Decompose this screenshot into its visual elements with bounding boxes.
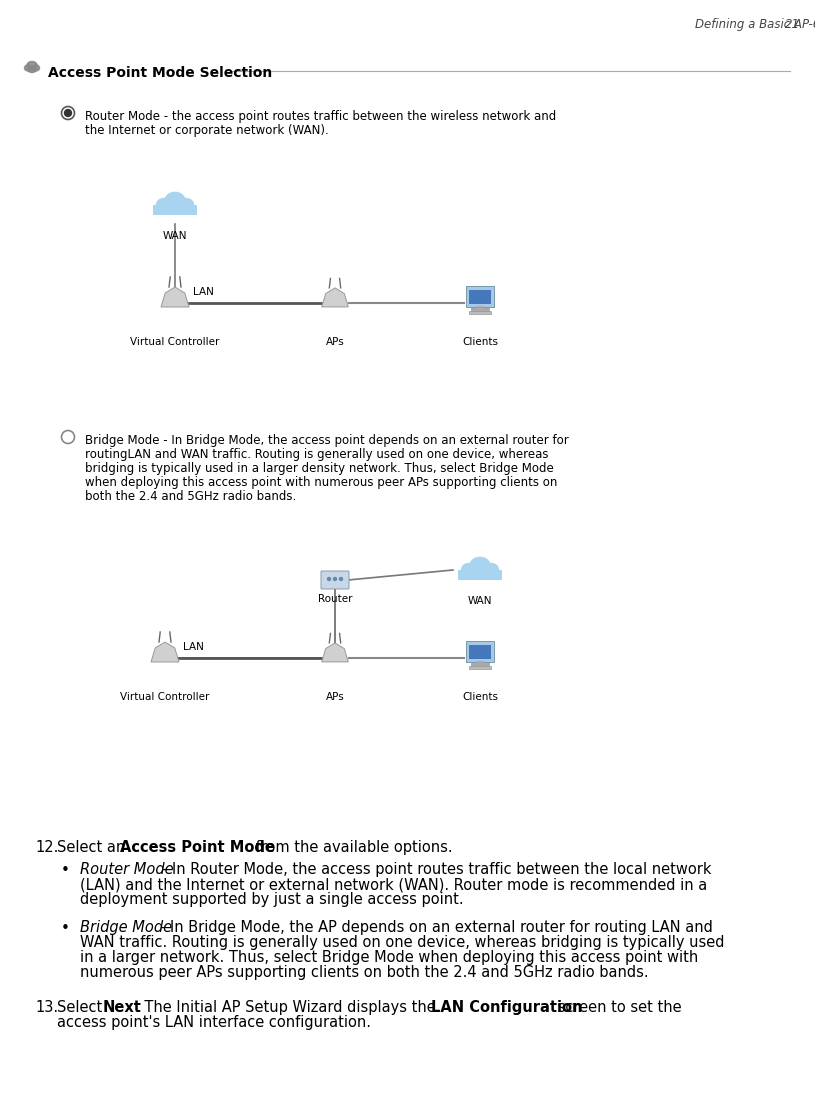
Text: Virtual Controller: Virtual Controller <box>130 337 220 347</box>
Text: Access Point Mode Selection: Access Point Mode Selection <box>48 66 272 80</box>
Text: •: • <box>60 921 69 935</box>
Bar <box>465 641 494 662</box>
Text: 21: 21 <box>785 18 800 31</box>
Bar <box>469 311 491 313</box>
Text: Router Mode: Router Mode <box>80 862 174 877</box>
Text: . The Initial AP Setup Wizard displays the: . The Initial AP Setup Wizard displays t… <box>135 1000 440 1015</box>
Text: from the available options.: from the available options. <box>251 840 452 855</box>
Ellipse shape <box>24 66 32 71</box>
Text: APs: APs <box>326 692 345 702</box>
Polygon shape <box>151 642 179 662</box>
Text: Bridge Mode: Bridge Mode <box>80 920 172 935</box>
Text: LAN: LAN <box>183 642 204 652</box>
Bar <box>458 570 502 580</box>
Text: Defining a Basic AP-6511 Configuration: Defining a Basic AP-6511 Configuration <box>695 18 815 31</box>
Text: WAN traffic. Routing is generally used on one device, whereas bridging is typica: WAN traffic. Routing is generally used o… <box>80 935 725 950</box>
Ellipse shape <box>164 192 186 210</box>
Circle shape <box>64 110 72 117</box>
Ellipse shape <box>164 202 175 214</box>
Text: the Internet or corporate network (WAN).: the Internet or corporate network (WAN). <box>85 124 328 137</box>
Text: 13.: 13. <box>35 1000 58 1015</box>
Bar <box>477 661 482 664</box>
Ellipse shape <box>483 563 500 577</box>
Ellipse shape <box>27 61 37 69</box>
Text: WAN: WAN <box>468 595 492 605</box>
Text: Next: Next <box>103 1000 142 1015</box>
FancyBboxPatch shape <box>321 571 349 589</box>
Ellipse shape <box>174 202 186 214</box>
Text: numerous peer APs supporting clients on both the 2.4 and 5GHz radio bands.: numerous peer APs supporting clients on … <box>80 965 649 980</box>
Ellipse shape <box>460 563 476 577</box>
Text: - In Bridge Mode, the AP depends on an external router for routing LAN and: - In Bridge Mode, the AP depends on an e… <box>160 920 713 935</box>
Polygon shape <box>322 643 348 662</box>
Polygon shape <box>322 288 348 307</box>
Ellipse shape <box>469 568 481 579</box>
Text: Router Mode - the access point routes traffic between the wireless network and: Router Mode - the access point routes tr… <box>85 110 557 123</box>
Ellipse shape <box>178 198 194 212</box>
Ellipse shape <box>156 198 171 212</box>
Text: WAN: WAN <box>163 231 187 241</box>
Text: Virtual Controller: Virtual Controller <box>121 692 209 702</box>
Text: (LAN) and the Internet or external network (WAN). Router mode is recommended in : (LAN) and the Internet or external netwo… <box>80 877 707 892</box>
Ellipse shape <box>469 557 491 575</box>
Text: Select: Select <box>57 1000 107 1015</box>
Bar <box>470 663 490 667</box>
Bar <box>469 665 491 669</box>
Bar <box>470 308 490 312</box>
Circle shape <box>340 578 342 581</box>
Ellipse shape <box>28 68 36 72</box>
Text: LAN Configuration: LAN Configuration <box>431 1000 583 1015</box>
Text: Clients: Clients <box>462 692 498 702</box>
Text: deployment supported by just a single access point.: deployment supported by just a single ac… <box>80 892 464 907</box>
Text: LAN: LAN <box>193 287 214 297</box>
Text: 12.: 12. <box>35 840 59 855</box>
Text: screen to set the: screen to set the <box>553 1000 681 1015</box>
Text: routingLAN and WAN traffic. Routing is generally used on one device, whereas: routingLAN and WAN traffic. Routing is g… <box>85 448 548 461</box>
Text: Access Point Mode: Access Point Mode <box>120 840 275 855</box>
Bar <box>469 645 491 659</box>
Text: Router: Router <box>318 594 352 604</box>
Text: Clients: Clients <box>462 337 498 347</box>
Text: - In Router Mode, the access point routes traffic between the local network: - In Router Mode, the access point route… <box>162 862 711 877</box>
Ellipse shape <box>479 568 491 579</box>
Bar <box>469 290 491 304</box>
Circle shape <box>333 578 337 581</box>
Text: access point's LAN interface configuration.: access point's LAN interface configurati… <box>57 1015 371 1030</box>
Bar <box>465 287 494 307</box>
Text: when deploying this access point with numerous peer APs supporting clients on: when deploying this access point with nu… <box>85 476 557 489</box>
Polygon shape <box>161 287 189 307</box>
Text: •: • <box>60 863 69 878</box>
Text: in a larger network. Thus, select Bridge Mode when deploying this access point w: in a larger network. Thus, select Bridge… <box>80 950 698 965</box>
Text: Bridge Mode - In Bridge Mode, the access point depends on an external router for: Bridge Mode - In Bridge Mode, the access… <box>85 434 569 447</box>
Text: both the 2.4 and 5GHz radio bands.: both the 2.4 and 5GHz radio bands. <box>85 490 296 503</box>
Bar <box>477 307 482 310</box>
Circle shape <box>328 578 331 581</box>
Bar <box>153 206 197 216</box>
Text: bridging is typically used in a larger density network. Thus, select Bridge Mode: bridging is typically used in a larger d… <box>85 462 553 476</box>
Text: APs: APs <box>326 337 345 347</box>
Text: Select an: Select an <box>57 840 130 855</box>
Ellipse shape <box>33 66 39 71</box>
